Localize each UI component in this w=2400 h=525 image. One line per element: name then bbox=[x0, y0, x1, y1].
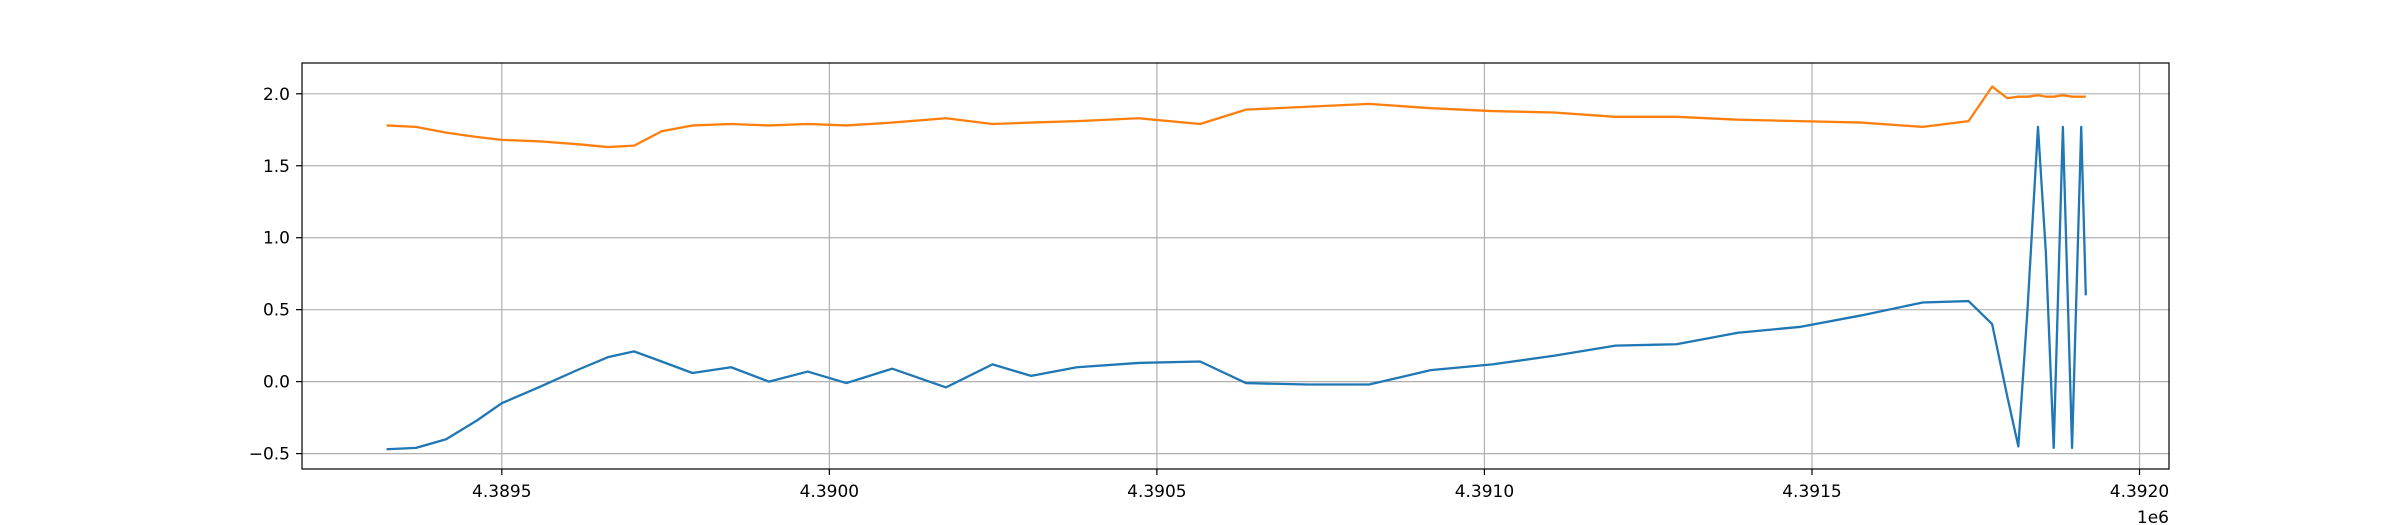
x-tick-label: 4.3910 bbox=[1455, 482, 1514, 502]
x-tick-label: 4.3915 bbox=[1782, 482, 1841, 502]
data-line bbox=[386, 85, 2086, 149]
y-tick-label: 1.0 bbox=[263, 229, 290, 249]
y-tick-label: 0.5 bbox=[263, 301, 290, 321]
x-offset-label: 1e6 bbox=[2137, 508, 2169, 525]
y-tick-label: 2.0 bbox=[263, 85, 290, 105]
data-line bbox=[386, 125, 2087, 451]
y-tick-label: −0.5 bbox=[249, 445, 290, 465]
y-tick-label: 1.5 bbox=[263, 157, 290, 177]
x-tick-label: 4.3905 bbox=[1127, 482, 1186, 502]
x-tick-label: 4.3895 bbox=[472, 482, 531, 502]
y-tick-label: 0.0 bbox=[263, 373, 290, 393]
plot-frame bbox=[301, 62, 2170, 470]
x-tick-label: 4.3900 bbox=[800, 482, 859, 502]
x-tick-label: 4.3920 bbox=[2110, 482, 2169, 502]
